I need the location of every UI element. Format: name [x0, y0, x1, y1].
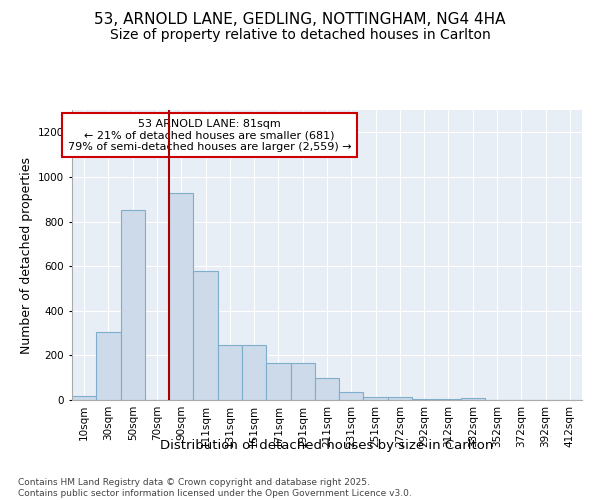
Text: Distribution of detached houses by size in Carlton: Distribution of detached houses by size … [160, 440, 494, 452]
Bar [290, 363, 315, 400]
Bar [315, 378, 339, 400]
Y-axis label: Number of detached properties: Number of detached properties [20, 156, 32, 354]
Bar [193, 270, 218, 400]
Bar [364, 396, 388, 400]
Bar [388, 396, 412, 400]
Text: Contains HM Land Registry data © Crown copyright and database right 2025.
Contai: Contains HM Land Registry data © Crown c… [18, 478, 412, 498]
Text: 53, ARNOLD LANE, GEDLING, NOTTINGHAM, NG4 4HA: 53, ARNOLD LANE, GEDLING, NOTTINGHAM, NG… [94, 12, 506, 28]
Bar [72, 396, 96, 400]
Text: 53 ARNOLD LANE: 81sqm
← 21% of detached houses are smaller (681)
79% of semi-det: 53 ARNOLD LANE: 81sqm ← 21% of detached … [68, 118, 352, 152]
Bar [121, 210, 145, 400]
Bar [412, 399, 436, 400]
Bar [218, 346, 242, 400]
Bar [266, 363, 290, 400]
Bar [169, 192, 193, 400]
Text: Size of property relative to detached houses in Carlton: Size of property relative to detached ho… [110, 28, 490, 42]
Bar [436, 399, 461, 400]
Bar [461, 398, 485, 400]
Bar [339, 392, 364, 400]
Bar [96, 332, 121, 400]
Bar [242, 346, 266, 400]
